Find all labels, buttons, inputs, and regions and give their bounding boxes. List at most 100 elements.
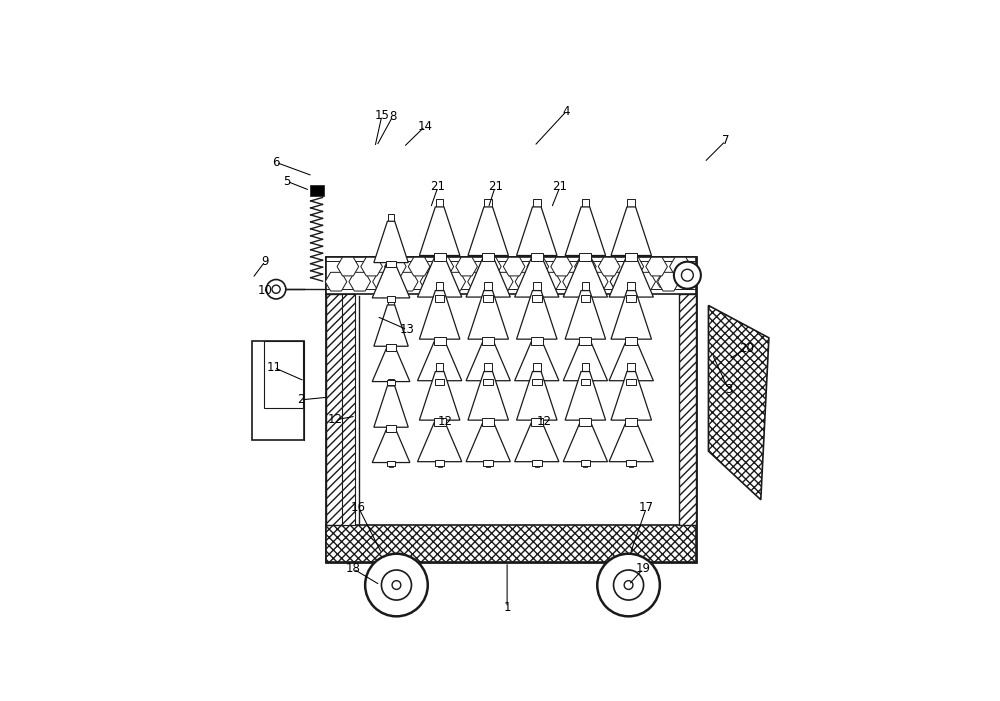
Circle shape (392, 580, 401, 590)
Text: 21: 21 (488, 180, 503, 193)
Polygon shape (563, 340, 607, 381)
Bar (486, 208, 490, 303)
Bar (581, 295, 590, 301)
Polygon shape (374, 386, 408, 427)
Text: 3: 3 (725, 383, 732, 395)
Polygon shape (419, 372, 460, 420)
Bar (435, 460, 444, 466)
Bar (438, 292, 442, 386)
Polygon shape (515, 421, 559, 462)
Bar (629, 373, 633, 468)
Circle shape (272, 285, 280, 293)
Bar (434, 418, 446, 426)
Bar (482, 337, 494, 345)
Bar (581, 379, 590, 386)
Text: 5: 5 (283, 175, 291, 188)
Text: 6: 6 (272, 156, 280, 169)
Polygon shape (466, 421, 510, 462)
Polygon shape (611, 207, 651, 255)
Polygon shape (515, 257, 559, 297)
Polygon shape (466, 257, 510, 297)
Polygon shape (374, 222, 408, 263)
Bar (388, 298, 394, 306)
Bar (310, 185, 324, 196)
Circle shape (266, 280, 286, 299)
Polygon shape (611, 291, 651, 339)
Polygon shape (372, 347, 410, 381)
Bar (679, 294, 696, 525)
Bar (583, 373, 587, 468)
Bar (264, 341, 303, 408)
Bar (582, 363, 589, 373)
Polygon shape (372, 264, 410, 298)
Polygon shape (468, 372, 508, 420)
Circle shape (674, 261, 701, 289)
Bar (483, 295, 493, 301)
Polygon shape (611, 372, 651, 420)
Bar (531, 418, 543, 426)
Text: 18: 18 (346, 562, 361, 576)
Bar (326, 257, 696, 294)
Bar (436, 283, 443, 292)
Polygon shape (517, 207, 557, 255)
Bar (626, 460, 636, 466)
Bar (387, 461, 395, 466)
Bar (387, 380, 395, 386)
Bar (581, 460, 590, 466)
Text: 10: 10 (258, 284, 273, 297)
Bar (535, 373, 539, 468)
Text: 21: 21 (552, 180, 567, 193)
Bar (533, 363, 541, 373)
Circle shape (365, 554, 428, 616)
Polygon shape (609, 421, 653, 462)
Bar (484, 198, 492, 208)
Polygon shape (565, 372, 606, 420)
Bar (326, 525, 696, 562)
Text: 12: 12 (328, 414, 343, 426)
Text: 20: 20 (739, 342, 754, 355)
Bar (582, 198, 589, 208)
Text: 12: 12 (536, 415, 551, 428)
Bar (629, 208, 633, 303)
Bar (533, 283, 541, 292)
Bar (389, 387, 393, 468)
Bar (626, 295, 636, 301)
Text: 16: 16 (351, 501, 366, 515)
Circle shape (597, 554, 660, 616)
Text: 21: 21 (431, 180, 446, 193)
Bar (625, 418, 637, 426)
Bar (626, 379, 636, 386)
Bar (435, 379, 444, 386)
Bar (438, 208, 442, 303)
Bar (583, 292, 587, 386)
Text: 15: 15 (374, 109, 389, 122)
Bar (388, 379, 394, 387)
Bar (483, 460, 493, 466)
Text: 8: 8 (389, 110, 396, 123)
Bar (625, 253, 637, 261)
Polygon shape (517, 372, 557, 420)
Circle shape (614, 570, 644, 600)
Bar (627, 198, 635, 208)
Text: 2: 2 (297, 393, 305, 407)
Bar (326, 294, 344, 525)
Polygon shape (565, 207, 606, 255)
Bar (483, 379, 493, 386)
Polygon shape (563, 421, 607, 462)
Bar (535, 292, 539, 386)
Text: 12: 12 (438, 415, 453, 428)
Text: 7: 7 (722, 135, 729, 147)
Circle shape (624, 580, 633, 590)
Bar (389, 306, 393, 386)
Bar (482, 418, 494, 426)
Polygon shape (419, 291, 460, 339)
Polygon shape (609, 340, 653, 381)
Bar (388, 215, 394, 222)
Polygon shape (374, 305, 408, 346)
Bar (342, 294, 355, 525)
Text: 11: 11 (266, 361, 281, 374)
Bar (625, 337, 637, 345)
Bar (482, 253, 494, 261)
Bar (532, 379, 542, 386)
Polygon shape (419, 207, 460, 255)
